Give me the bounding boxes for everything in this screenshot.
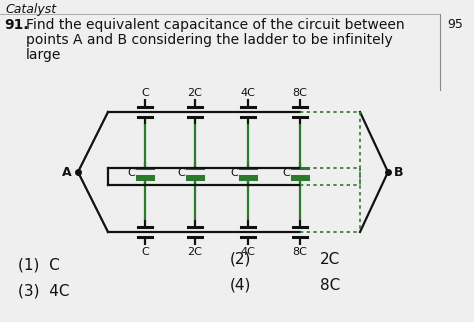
Text: C: C — [177, 168, 185, 178]
Text: 91.: 91. — [4, 18, 28, 32]
Text: (2): (2) — [230, 252, 251, 267]
Text: points A and B considering the ladder to be infinitely: points A and B considering the ladder to… — [26, 33, 393, 47]
Text: C: C — [127, 168, 135, 178]
Text: 2C: 2C — [188, 247, 202, 257]
Text: C: C — [141, 88, 149, 98]
Text: 8C: 8C — [320, 278, 340, 293]
Text: B: B — [394, 166, 404, 178]
Text: Catalyst: Catalyst — [5, 3, 56, 16]
Text: A: A — [62, 166, 72, 178]
Text: (3)  4C: (3) 4C — [18, 283, 70, 298]
Text: C: C — [282, 168, 290, 178]
Text: Find the equivalent capacitance of the circuit between: Find the equivalent capacitance of the c… — [26, 18, 405, 32]
Text: large: large — [26, 48, 61, 62]
Text: C: C — [230, 168, 238, 178]
Text: 2C: 2C — [188, 88, 202, 98]
Text: (4): (4) — [230, 278, 251, 293]
Text: 4C: 4C — [241, 247, 255, 257]
Text: 8C: 8C — [292, 247, 308, 257]
Text: C: C — [141, 247, 149, 257]
Text: (1)  C: (1) C — [18, 257, 60, 272]
Text: 4C: 4C — [241, 88, 255, 98]
Text: 2C: 2C — [320, 252, 340, 267]
Text: 8C: 8C — [292, 88, 308, 98]
Text: 95: 95 — [447, 18, 463, 31]
